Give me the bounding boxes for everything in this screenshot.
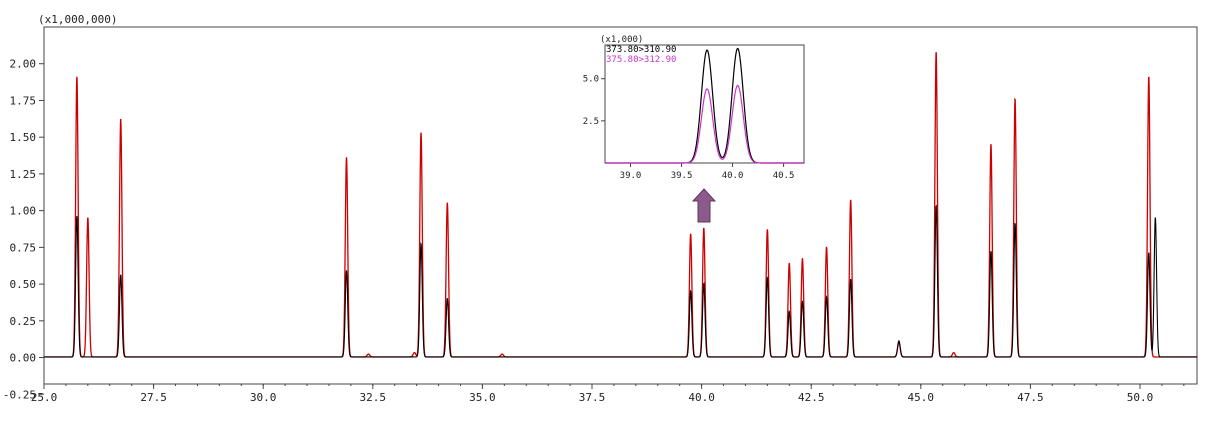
x-tick-label: 37.5 [579, 391, 606, 404]
x-tick-label: 42.5 [798, 391, 825, 404]
zoom-arrow [691, 188, 717, 223]
y-tick-label: 1.75 [10, 94, 37, 107]
y-tick-label: -0.25 [3, 388, 36, 401]
x-tick-label: 35.0 [469, 391, 496, 404]
x-tick-label: 45.0 [908, 391, 935, 404]
y-tick-label: 0.00 [10, 352, 37, 365]
inset-legend-entry-1: 375.80>312.90 [606, 55, 676, 65]
inset-y-multiplier-label: (x1,000) [600, 35, 643, 45]
y-tick-label: 0.50 [10, 278, 37, 291]
y-multiplier-label: (x1,000,000) [38, 13, 117, 26]
y-tick-label: 2.00 [10, 58, 37, 71]
y-tick-label: 0.75 [10, 241, 37, 254]
inset-x-tick-label: 40.0 [722, 171, 744, 181]
series-line-1 [44, 204, 1197, 358]
x-tick-label: 30.0 [250, 391, 277, 404]
y-tick-label: 0.25 [10, 315, 37, 328]
inset-y-tick-label: 2.5 [583, 117, 599, 127]
inset-plot-area: (x1,000) 5.0 2.5 39.0 39.5 40.0 40.5 373.80>310… [583, 35, 805, 181]
inset-x-tick-label: 40.5 [773, 171, 795, 181]
y-tick-label: 1.50 [10, 131, 37, 144]
x-tick-label: 32.5 [360, 391, 387, 404]
y-tick-label: 1.25 [10, 168, 37, 181]
x-tick-label: 40.0 [688, 391, 715, 404]
inset-x-tick-label: 39.5 [671, 171, 693, 181]
main-plot-area: (x1,000,000) 2.00 1.75 1.50 1.25 1.00 0.75 0.50… [3, 13, 1198, 404]
x-tick-label: 27.5 [140, 391, 167, 404]
inset-series-line-1 [605, 84, 804, 164]
inset-y-tick-label: 5.0 [583, 75, 599, 85]
x-tick-label: 25.0 [31, 391, 58, 404]
x-tick-label: 47.5 [1017, 391, 1044, 404]
y-tick-label: 1.00 [10, 205, 37, 218]
x-tick-label: 50.0 [1127, 391, 1154, 404]
inset-legend-entry-0: 373.80>310.90 [606, 45, 676, 55]
inset-x-tick-label: 39.0 [620, 171, 642, 181]
